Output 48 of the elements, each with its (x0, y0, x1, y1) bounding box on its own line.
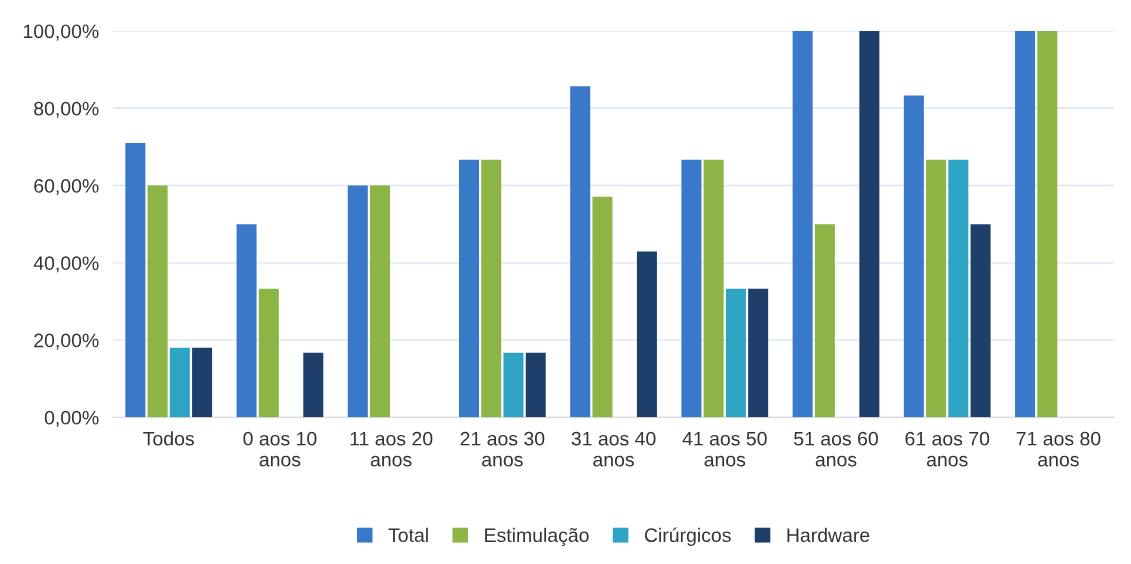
legend-label: Total (388, 527, 428, 543)
bar (1015, 31, 1036, 418)
bar (481, 159, 502, 418)
y-tick-label: 60,00% (34, 179, 99, 196)
bar (192, 347, 213, 418)
bar (681, 159, 702, 418)
bar (948, 159, 969, 418)
bar (370, 185, 391, 418)
bar (570, 86, 591, 418)
x-tick-label: 71 aos 80 anos (1016, 431, 1101, 467)
bar (347, 185, 368, 418)
bar (236, 224, 257, 418)
bar (748, 288, 769, 418)
x-tick-label: 51 aos 60 anos (794, 431, 878, 467)
x-tick-label: 11 aos 20 anos (350, 431, 433, 467)
bar (725, 288, 746, 418)
x-tick-label: Todos (143, 431, 194, 446)
legend-label: Estimulação (485, 527, 589, 547)
y-tick-label: 40,00% (33, 256, 99, 273)
bar (926, 159, 947, 418)
bar (258, 288, 279, 418)
y-tick-label: 80,00% (34, 101, 99, 118)
bar (792, 31, 813, 418)
bar (303, 352, 324, 418)
legend-label: Hardware (787, 527, 870, 543)
bar (169, 347, 190, 418)
y-tick-label: 20,00% (34, 333, 99, 350)
x-tick-label: 21 aos 30 anos (460, 431, 545, 467)
bar (1037, 31, 1058, 418)
bar (636, 251, 657, 418)
x-tick-label: 61 aos 70 anos (905, 431, 990, 467)
legend-label: Cirúrgicos (644, 527, 731, 546)
y-tick-label: 0,00% (44, 410, 99, 427)
bar (503, 352, 524, 418)
bar (903, 95, 924, 418)
bar (970, 224, 991, 418)
y-tick-label: 100,00% (23, 24, 99, 41)
bar (147, 185, 168, 418)
bar (525, 352, 546, 418)
bar (814, 224, 835, 418)
bar (125, 143, 146, 418)
bar (592, 196, 613, 418)
x-tick-label: 41 aos 50 anos (682, 431, 767, 467)
bar (458, 159, 479, 418)
x-tick-label: 0 aos 10 anos (243, 431, 317, 467)
x-tick-label: 31 aos 40 anos (571, 431, 656, 467)
bar (703, 159, 724, 418)
bar (859, 31, 880, 418)
